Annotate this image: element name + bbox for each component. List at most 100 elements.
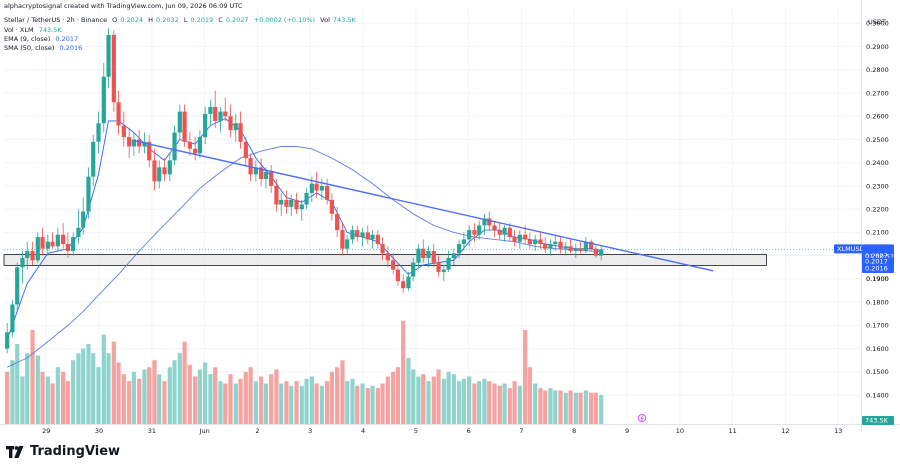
candle-body [340, 230, 345, 249]
sma-tag-bg [862, 264, 894, 273]
volume-bar [365, 388, 370, 424]
ema-tag-bg [862, 257, 894, 266]
candle-body [350, 230, 355, 240]
volume-bar [81, 348, 86, 424]
candle-body [543, 244, 548, 249]
time-tick-label: 10 [676, 427, 684, 435]
volume-bar [502, 383, 507, 424]
candle-body [162, 167, 167, 175]
volume-bar [375, 388, 380, 424]
volume-bars [5, 320, 604, 424]
candle-body [289, 199, 294, 207]
volume-bar [411, 369, 416, 424]
tradingview-logo[interactable]: TradingView [6, 444, 120, 459]
sma-value: 0.2016 [59, 44, 83, 52]
time-tick-label: 5 [414, 427, 418, 435]
candle-body [553, 241, 558, 245]
volume-bar [15, 343, 20, 424]
high-label: H [148, 16, 153, 24]
volume-bar [309, 376, 314, 424]
candle-body [583, 241, 588, 252]
candle-body [284, 199, 289, 207]
price-tick-label: 0.1700 [866, 322, 889, 330]
candle-body [477, 225, 482, 235]
price-tick-label: 0.1400 [866, 391, 889, 399]
symbol-tag: XLMUSDT [834, 244, 869, 254]
symbol-title[interactable]: Stellar / TetherUS · 2h · Binance [4, 16, 108, 24]
volume-bar [71, 360, 76, 424]
price-tick-label: 0.1900 [866, 275, 889, 283]
volume-bar [76, 353, 81, 424]
candle-body [482, 218, 487, 226]
candle-body [304, 192, 309, 205]
volume-bar [477, 381, 482, 424]
vol-label: Vol [320, 16, 330, 24]
brand-name: TradingView [30, 444, 121, 459]
time-tick-label: 12 [781, 427, 789, 435]
volume-indicator-legend[interactable]: Vol · XLM 743.5K [4, 26, 65, 34]
price-tick-label: 0.2400 [866, 159, 889, 167]
candle-body [86, 176, 91, 212]
candle-body [25, 251, 30, 258]
volume-bar [593, 392, 598, 424]
price-tick-label: 0.2900 [866, 43, 889, 51]
gridlines [0, 0, 900, 432]
candle-body [589, 241, 594, 249]
close-value: 0.2027 [225, 16, 249, 24]
candle-body [436, 262, 441, 272]
price-tag: 0.2027 [862, 244, 894, 261]
candle-body [253, 167, 258, 175]
candle-body [385, 253, 390, 261]
sma-tag-text: 0.2016 [865, 265, 888, 273]
volume-bar [416, 376, 421, 424]
volume-bar [61, 371, 66, 424]
volume-bar [558, 390, 563, 424]
price-tick-label: 0.2700 [866, 89, 889, 97]
candle-body [426, 251, 431, 258]
candle-body [451, 253, 456, 258]
candle-body [65, 244, 70, 252]
sma-legend[interactable]: SMA (50, close) 0.2016 [4, 44, 85, 52]
volume-bar [360, 383, 365, 424]
volume-bar [5, 371, 10, 424]
volume-bar [548, 388, 553, 424]
volume-bar [370, 385, 375, 424]
currency-label: USDT [868, 18, 886, 26]
tradingview-icon [6, 445, 24, 458]
candle-body [40, 237, 45, 249]
credit-text: alphacryptosignal created with TradingVi… [4, 2, 243, 10]
candle-body [76, 227, 81, 238]
candle-body [263, 172, 268, 179]
candle-body [182, 111, 187, 142]
candle-body [370, 234, 375, 240]
candle-body [152, 160, 157, 182]
candle-body [507, 227, 512, 238]
price-tick-label: 0.2600 [866, 113, 889, 121]
volume-bar [523, 330, 528, 424]
ema-legend[interactable]: EMA (9, close) 0.2017 [4, 35, 81, 43]
price-tag-text: 0.2027 [865, 252, 888, 260]
candle-body [30, 251, 35, 261]
volume-bar [65, 381, 70, 424]
volume-bar [137, 378, 142, 424]
open-label: O [112, 16, 118, 24]
trendline [133, 139, 714, 272]
volume-bar [441, 378, 446, 424]
volume-bar [127, 381, 132, 424]
candle-body [502, 227, 507, 235]
volume-bar [431, 376, 436, 424]
candle-body [380, 244, 385, 254]
candle-body [177, 111, 182, 133]
volume-bar [259, 376, 264, 424]
candle-body [411, 262, 416, 277]
candle-body [96, 123, 101, 142]
volume-bar [193, 376, 198, 424]
time-tick-label: 4 [361, 427, 365, 435]
support-zone-rect [3, 254, 767, 266]
volume-bar [40, 371, 45, 424]
time-tick-label: 3 [308, 427, 312, 435]
volume-bar [401, 320, 406, 424]
volume-bar [314, 383, 319, 424]
candle-body [568, 246, 573, 252]
